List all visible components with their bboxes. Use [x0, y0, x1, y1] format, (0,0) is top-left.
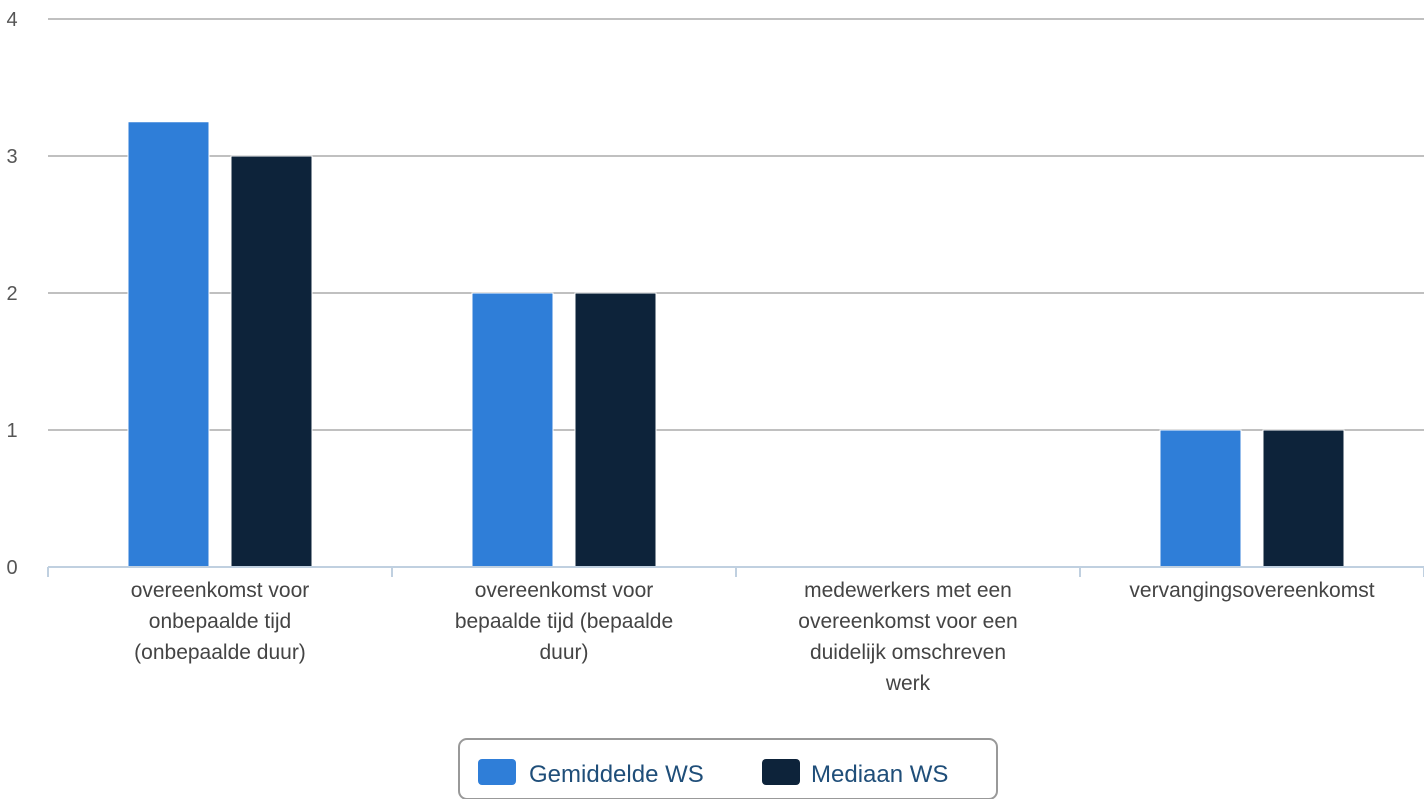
bar[interactable] — [1262, 429, 1345, 568]
x-tick-label: overeenkomst voor — [475, 579, 654, 602]
x-tick-label: bepaalde tijd (bepaalde — [455, 610, 673, 633]
x-tick-label: (onbepaalde duur) — [134, 641, 306, 664]
x-tick-label: duidelijk omschreven — [810, 641, 1006, 664]
legend-label[interactable]: Mediaan WS — [811, 761, 948, 788]
legend-swatch[interactable] — [478, 759, 516, 785]
y-tick-label: 2 — [6, 283, 17, 305]
x-tick-label: werk — [885, 672, 931, 695]
bar[interactable] — [1159, 429, 1242, 568]
y-axis: 0 1 2 3 4 — [6, 9, 17, 579]
bar[interactable] — [127, 121, 210, 568]
x-tick-label: duur) — [539, 641, 588, 664]
x-tick-label: vervangingsovereenkomst — [1129, 579, 1374, 602]
y-tick-label: 4 — [6, 9, 17, 31]
x-tick-label: overeenkomst voor een — [798, 610, 1017, 633]
legend: Gemiddelde WS Mediaan WS — [458, 738, 998, 799]
bar[interactable] — [574, 292, 657, 568]
legend-swatch[interactable] — [762, 759, 800, 785]
bar[interactable] — [230, 155, 313, 568]
legend-label[interactable]: Gemiddelde WS — [529, 761, 704, 788]
y-tick-label: 3 — [6, 146, 17, 168]
x-tick-label: overeenkomst voor — [131, 579, 310, 602]
x-tick-label: medewerkers met een — [804, 579, 1012, 602]
bar[interactable] — [471, 292, 554, 568]
x-tick-label: onbepaalde tijd — [149, 610, 291, 633]
x-axis: overeenkomst voor onbepaalde tijd (onbepaa… — [47, 566, 1424, 695]
bars — [127, 121, 1345, 568]
legend-box — [458, 738, 998, 799]
y-tick-label: 0 — [6, 557, 17, 579]
y-tick-label: 1 — [6, 420, 17, 442]
